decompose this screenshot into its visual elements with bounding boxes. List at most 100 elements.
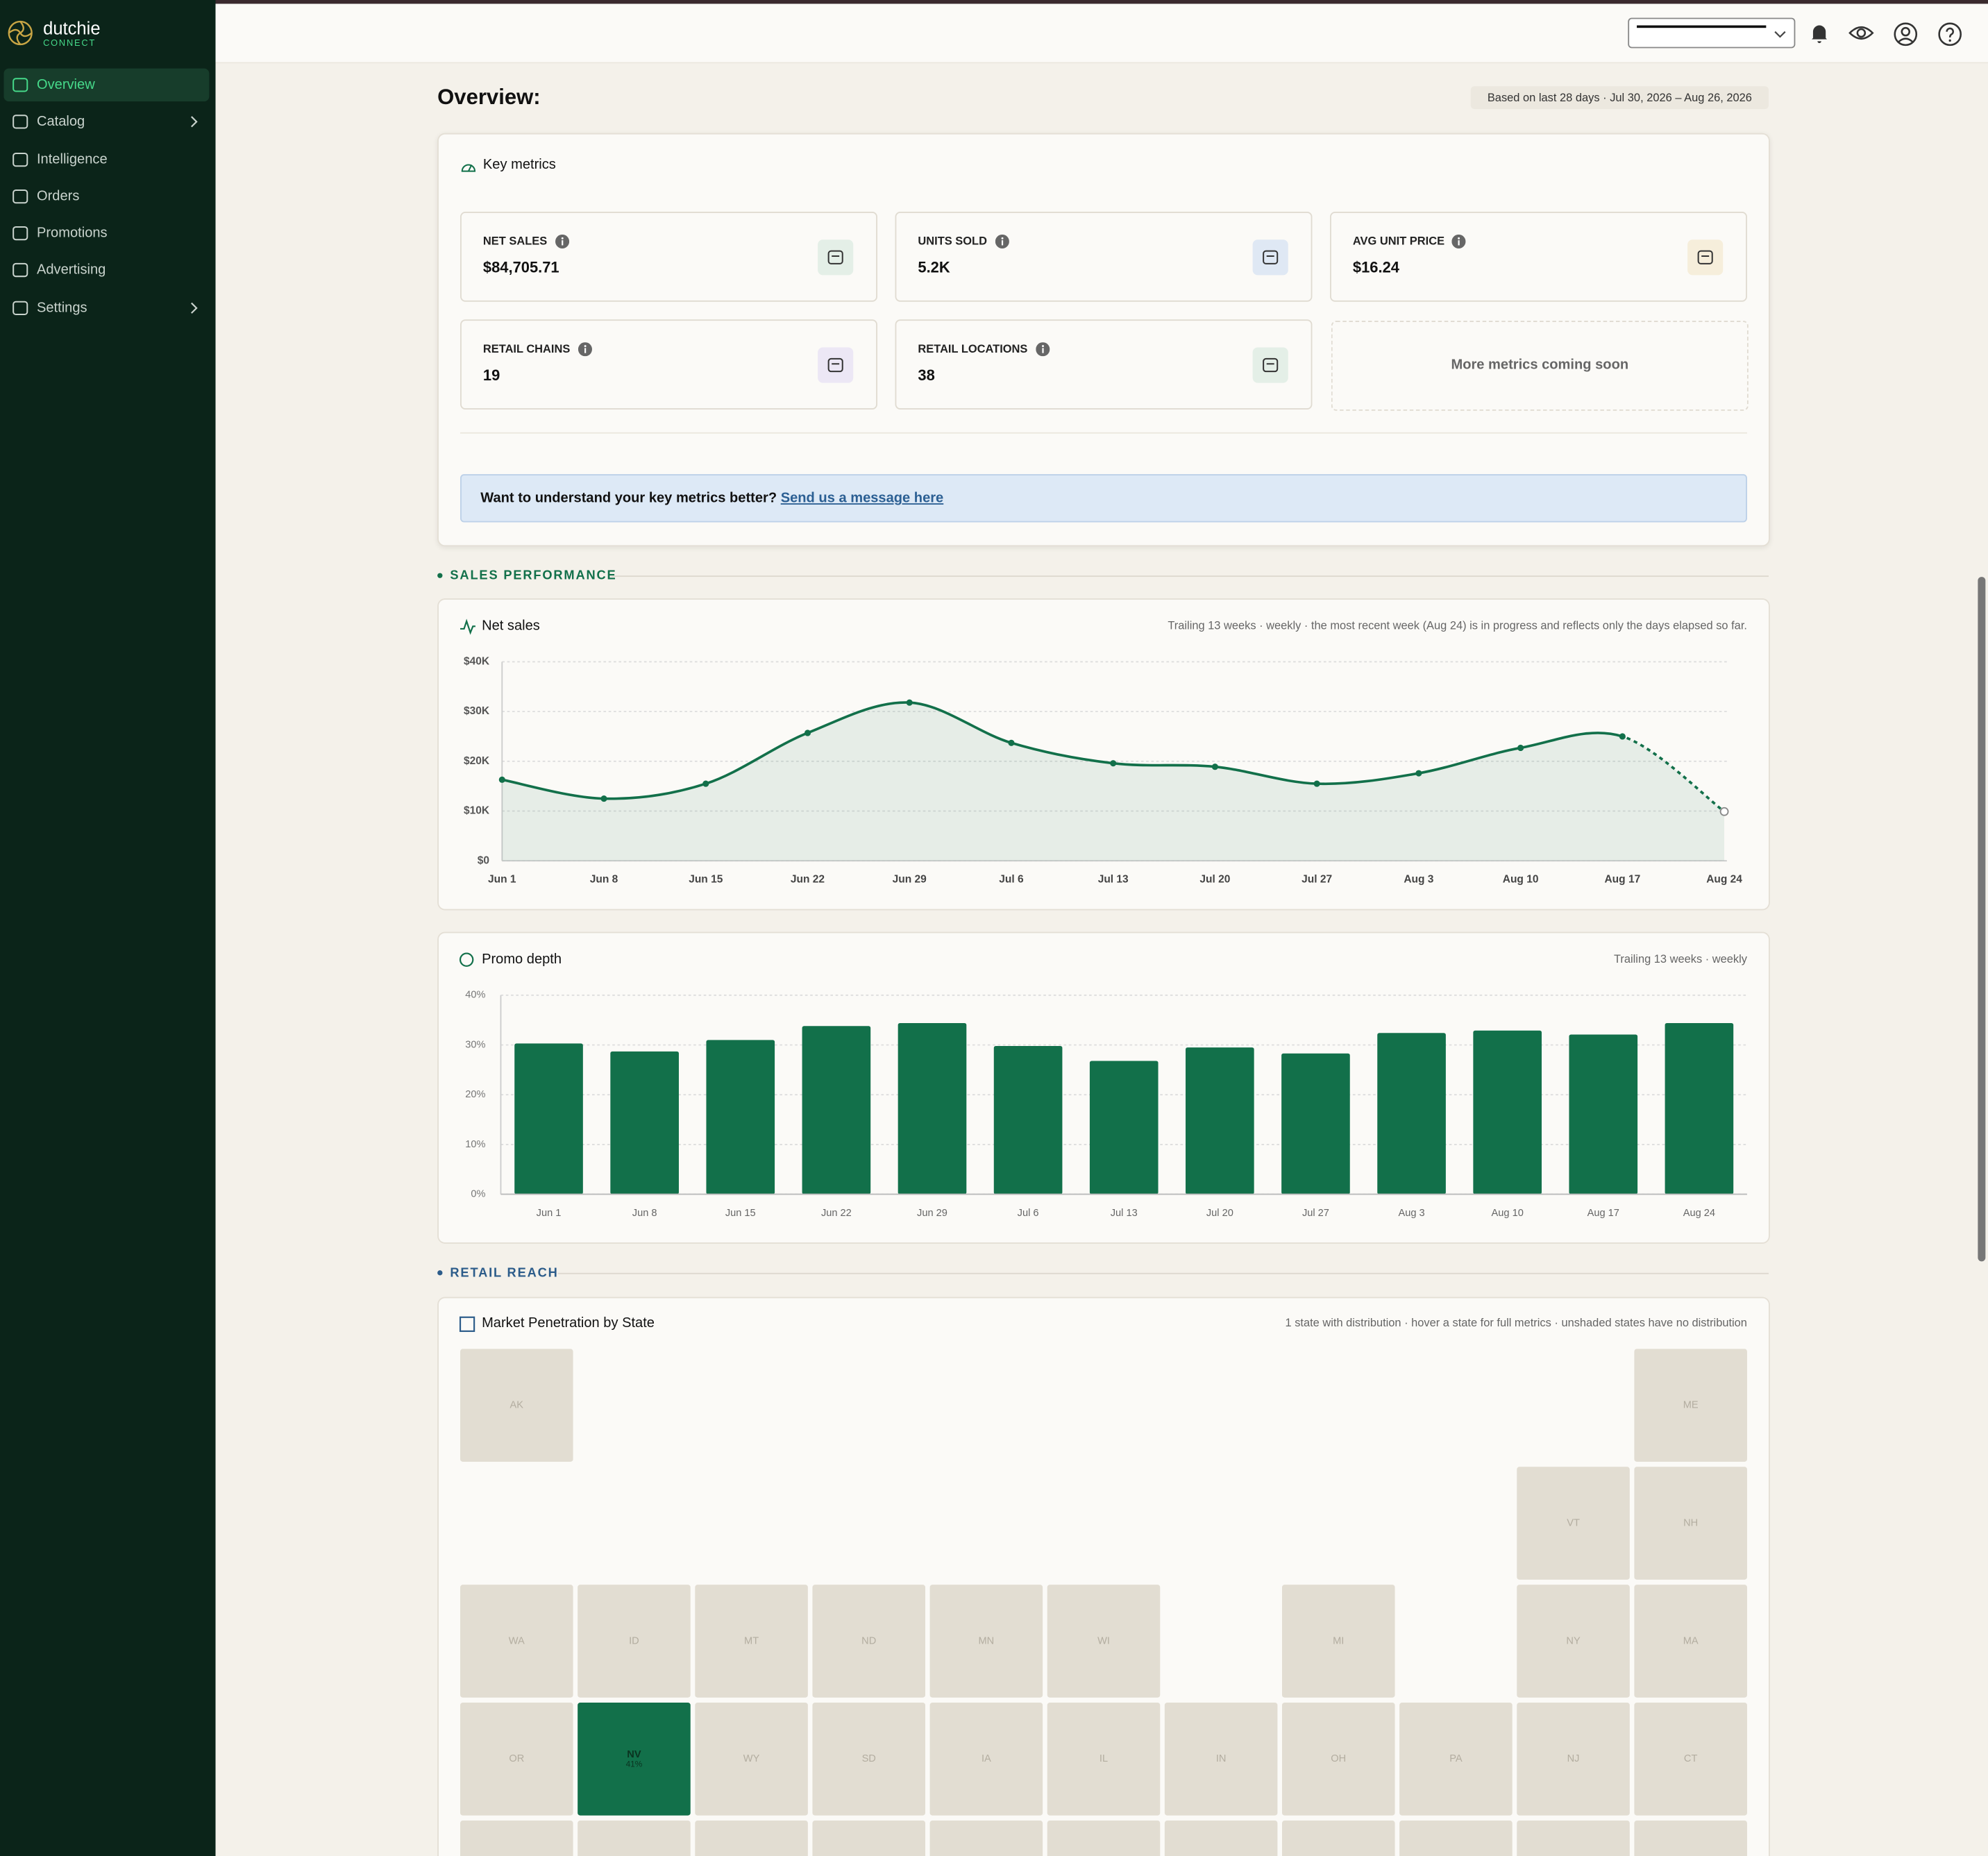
state-tile (1399, 1820, 1513, 1856)
state-tile (1281, 1820, 1395, 1856)
x-tick-label: Jun 15 (689, 874, 723, 886)
bar (514, 1043, 583, 1195)
state-tile[interactable] (578, 1703, 691, 1816)
state-tile (578, 1820, 691, 1856)
state-code: NV (627, 1749, 641, 1760)
x-tick-label: Aug 10 (1503, 874, 1539, 886)
nav-item[interactable]: Orders (3, 180, 209, 212)
profile-icon[interactable] (1893, 22, 1919, 47)
point (600, 795, 607, 802)
metric-icon (818, 239, 854, 276)
state-tile (1164, 1820, 1278, 1856)
state-tile (695, 1820, 808, 1856)
nav-icon (12, 262, 28, 278)
promo-icon (459, 952, 474, 967)
metric-card: UNITS SOLD 5.2K (895, 212, 1313, 302)
nav-label: Overview (36, 77, 95, 93)
info-icon[interactable] (995, 234, 1009, 248)
section-dot (437, 1270, 443, 1276)
x-tick-label: Jun 1 (537, 1208, 562, 1219)
state-code: WA (509, 1635, 525, 1646)
y-tick-label: 40% (465, 990, 485, 1001)
state-tile (578, 1585, 691, 1698)
gauge-icon (461, 164, 476, 172)
nav-item[interactable]: Catalog (3, 106, 209, 138)
metric-glyph (1263, 357, 1279, 373)
x-tick-label: Aug 17 (1604, 874, 1640, 886)
state-tile (812, 1703, 926, 1816)
state-code: OH (1331, 1753, 1346, 1764)
scrollbar[interactable] (1978, 577, 1986, 1262)
state-value: 41% (626, 1760, 643, 1769)
bar (706, 1040, 775, 1195)
x-tick-label: Jun 22 (821, 1208, 852, 1219)
state-code: PA (1449, 1753, 1463, 1764)
state-code: NJ (1567, 1753, 1580, 1764)
nav-item[interactable]: Overview (3, 68, 210, 102)
nav-item[interactable]: Promotions (3, 217, 209, 249)
state-code: ND (861, 1635, 876, 1646)
state-code: ME (1683, 1400, 1699, 1411)
x-tick-label: Jun 8 (590, 874, 618, 886)
banner-link[interactable]: Send us a message here (780, 490, 944, 506)
state-tile (1281, 1703, 1395, 1816)
sidebar: dutchie CONNECT Overview Catalog Intellige… (0, 0, 216, 1856)
net-sales-card (437, 598, 1770, 911)
section-rule (557, 1272, 1769, 1274)
select-chevron (1774, 31, 1786, 38)
metric-glyph (827, 357, 843, 373)
bar (1473, 1030, 1542, 1195)
x-tick-label: Jun 8 (632, 1208, 657, 1219)
nav-label: Advertising (36, 262, 106, 278)
account-select[interactable] (1628, 17, 1796, 49)
x-tick-label: Aug 10 (1492, 1208, 1524, 1219)
notifications-icon[interactable] (1808, 22, 1831, 44)
info-icon[interactable] (1036, 342, 1050, 357)
nav-item[interactable]: Settings (3, 292, 209, 324)
x-tick-label: Aug 17 (1587, 1208, 1619, 1219)
help-icon[interactable] (1937, 22, 1963, 47)
point (804, 729, 811, 736)
nav-label: Promotions (36, 226, 108, 242)
chart-note: Trailing 13 weeks · weekly · the most re… (1168, 620, 1747, 632)
nav-label: Orders (36, 189, 80, 205)
state-tile (1047, 1585, 1161, 1698)
chart-note: 1 state with distribution · hover a stat… (1286, 1317, 1747, 1329)
info-icon[interactable] (578, 342, 592, 357)
info-icon[interactable] (555, 234, 570, 248)
bar (802, 1026, 871, 1195)
state-code: ID (629, 1635, 639, 1646)
y-tick-label: 0% (471, 1188, 485, 1199)
nav-item[interactable]: Advertising (3, 253, 209, 286)
metric-icon (1252, 239, 1288, 276)
y-tick-label: 10% (465, 1139, 485, 1150)
x-tick-label: Jul 6 (1018, 1208, 1039, 1219)
point (498, 776, 505, 783)
bar (898, 1022, 967, 1195)
info-icon[interactable] (1451, 234, 1466, 248)
point (1313, 780, 1320, 787)
state-code: MA (1683, 1635, 1699, 1646)
y-tick-label: $10K (464, 805, 490, 817)
metric-value: $16.24 (1352, 258, 1399, 277)
state-tile (1047, 1703, 1161, 1816)
bar (1089, 1061, 1159, 1195)
metrics-placeholder: More metrics coming soon (1331, 321, 1749, 411)
state-tile (1517, 1585, 1630, 1698)
metric-glyph (827, 250, 843, 264)
y-tick-label: $30K (464, 705, 490, 717)
state-code: IA (982, 1753, 991, 1764)
x-tick-label: Jun 22 (791, 874, 825, 886)
metric-label: NET SALES (482, 234, 548, 248)
nav-icon (12, 153, 28, 167)
nav-item[interactable]: Intelligence (3, 143, 209, 176)
x-tick-label: Aug 24 (1683, 1208, 1715, 1219)
preview-icon[interactable] (1848, 22, 1874, 44)
nav-chevron (191, 116, 198, 128)
metric-card: RETAIL CHAINS 19 (460, 319, 877, 410)
chart-title: Promo depth (482, 952, 562, 967)
y-tick-label: 30% (465, 1039, 485, 1050)
point (1415, 770, 1422, 777)
